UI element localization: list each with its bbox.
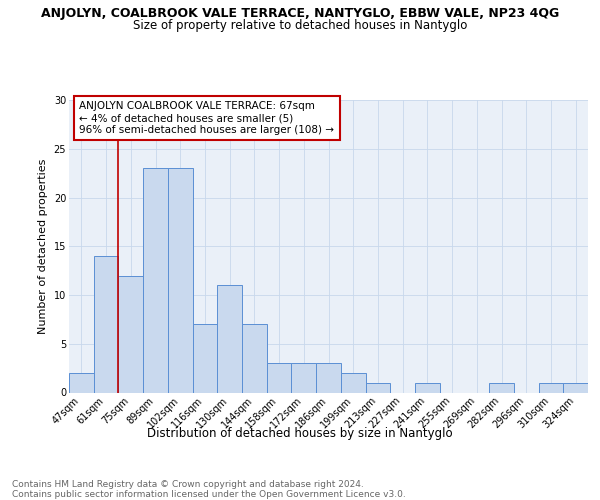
Bar	[217, 285, 242, 393]
Bar	[415, 383, 440, 392]
Y-axis label: Number of detached properties: Number of detached properties	[38, 158, 48, 334]
Bar	[69, 373, 94, 392]
Text: ANJOLYN, COALBROOK VALE TERRACE, NANTYGLO, EBBW VALE, NP23 4QG: ANJOLYN, COALBROOK VALE TERRACE, NANTYGL…	[41, 8, 559, 20]
Bar	[193, 324, 217, 392]
Bar	[242, 324, 267, 392]
Bar	[365, 383, 390, 392]
Text: Size of property relative to detached houses in Nantyglo: Size of property relative to detached ho…	[133, 18, 467, 32]
Bar	[539, 383, 563, 392]
Bar	[489, 383, 514, 392]
Text: ANJOLYN COALBROOK VALE TERRACE: 67sqm
← 4% of detached houses are smaller (5)
96: ANJOLYN COALBROOK VALE TERRACE: 67sqm ← …	[79, 102, 334, 134]
Bar	[292, 363, 316, 392]
Bar	[168, 168, 193, 392]
Bar	[563, 383, 588, 392]
Bar	[118, 276, 143, 392]
Bar	[341, 373, 365, 392]
Bar	[94, 256, 118, 392]
Text: Distribution of detached houses by size in Nantyglo: Distribution of detached houses by size …	[147, 428, 453, 440]
Bar	[316, 363, 341, 392]
Bar	[143, 168, 168, 392]
Text: Contains HM Land Registry data © Crown copyright and database right 2024.
Contai: Contains HM Land Registry data © Crown c…	[12, 480, 406, 499]
Bar	[267, 363, 292, 392]
